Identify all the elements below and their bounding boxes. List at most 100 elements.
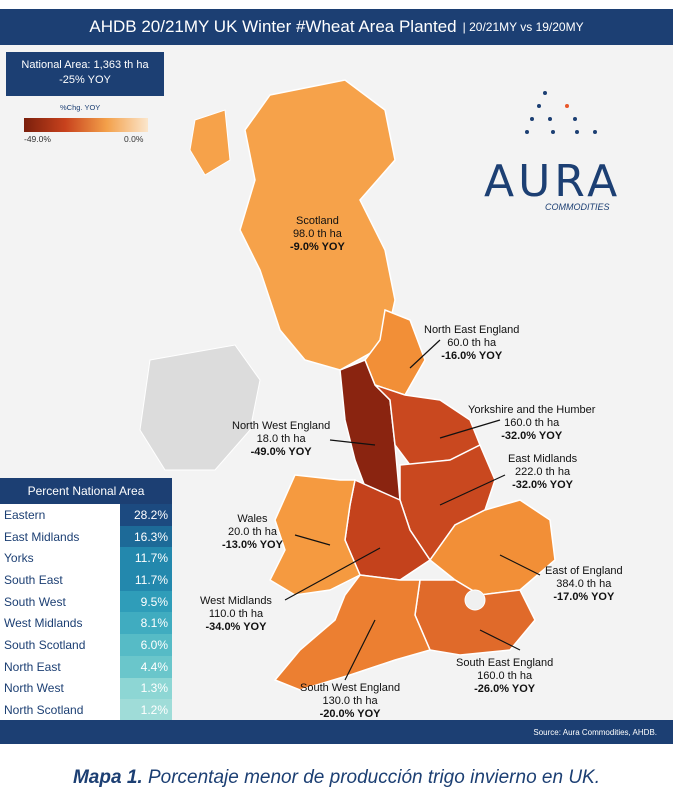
label-yoy: -32.0% YOY [501, 430, 563, 442]
label-wales: Wales 20.0 th ha -13.0% YOY [222, 513, 283, 552]
row-name: Eastern [4, 507, 46, 522]
row-pct: 16.3% [120, 525, 172, 548]
label-area: 18.0 th ha [256, 433, 306, 445]
label-west-midlands: West Midlands 110.0 th ha -34.0% YOY [200, 595, 272, 634]
table-row: Yorks 11.7% [0, 547, 172, 570]
row-pct: 1.3% [120, 677, 172, 700]
label-name: Wales [237, 513, 268, 525]
logo-sub: COMMODITIES [545, 202, 610, 212]
label-name: East of England [545, 565, 623, 577]
table-row: Eastern 28.2% [0, 504, 172, 526]
row-pct: 28.2% [120, 504, 172, 526]
table-title: Percent National Area [0, 478, 172, 504]
label-name: North East England [424, 324, 520, 336]
table-rows: Eastern 28.2% East Midlands 16.3% Yorks 11.… [0, 504, 172, 721]
label-yoy: -32.0% YOY [512, 479, 574, 491]
region-south-west-england [273, 574, 432, 691]
table-row: South Scotland 6.0% [0, 634, 172, 656]
label-yoy: -13.0% YOY [222, 539, 283, 551]
london-area [464, 589, 486, 611]
row-pct: 8.1% [120, 612, 172, 635]
row-pct: 1.2% [120, 699, 172, 721]
legend-title: %Chg. YOY [60, 103, 101, 112]
source-text: Source: Aura Commodities, AHDB. [533, 727, 657, 737]
label-south-east-england: South East England 160.0 th ha -26.0% YO… [456, 657, 553, 696]
row-pct: 4.4% [120, 655, 172, 678]
label-area: 130.0 th ha [322, 695, 378, 707]
table-row: South West 9.5% [0, 590, 172, 613]
source-bar: Source: Aura Commodities, AHDB. [0, 720, 673, 744]
label-yoy: -9.0% YOY [290, 241, 345, 253]
label-name: West Midlands [200, 595, 272, 607]
logo-dots-icon [525, 91, 597, 134]
label-east-of-england: East of England 384.0 th ha -17.0% YOY [545, 565, 623, 604]
label-name: South West England [300, 682, 401, 694]
row-pct: 9.5% [120, 590, 172, 613]
label-area: 60.0 th ha [447, 337, 497, 349]
table-row: North East 4.4% [0, 655, 172, 678]
table-row: East Midlands 16.3% [0, 525, 172, 548]
map-subtitle: | 20/21MY vs 19/20MY [462, 20, 584, 34]
row-name: North Scotland [4, 703, 84, 718]
label-yoy: -34.0% YOY [205, 621, 267, 633]
label-scotland: Scotland 98.0 th ha -9.0% YOY [290, 215, 345, 254]
map-title: AHDB 20/21MY UK Winter #Wheat Area Plant… [89, 17, 457, 36]
label-area: 20.0 th ha [228, 526, 277, 538]
label-name: South East England [456, 657, 554, 669]
row-name: South West [4, 594, 66, 609]
label-north-west-england: North West England 18.0 th ha -49.0% YOY [232, 420, 330, 459]
legend-color-bar [24, 118, 148, 132]
leader-lines [284, 339, 541, 681]
label-east-midlands: East Midlands 222.0 th ha -32.0% YOY [508, 453, 577, 492]
region-scotland [239, 79, 396, 371]
row-pct: 6.0% [120, 634, 172, 656]
label-yoy: -26.0% YOY [474, 683, 536, 695]
label-area: 160.0 th ha [477, 670, 533, 682]
label-name: North West England [232, 420, 331, 432]
region-wales [269, 474, 361, 596]
label-area: 110.0 th ha [208, 608, 264, 620]
national-area-line2: -25% YOY [59, 74, 111, 86]
legend-min-label: -49.0% [24, 134, 51, 144]
uk-map [139, 79, 556, 691]
row-name: South East [4, 572, 63, 587]
map-frame: AHDB 20/21MY UK Winter #Wheat Area Plant… [0, 9, 673, 744]
table-row: North West 1.3% [0, 677, 172, 700]
caption-label: Mapa 1. [72, 767, 143, 788]
label-yoy: -49.0% YOY [250, 446, 312, 458]
label-area: 160.0 th ha [504, 417, 560, 429]
label-area: 222.0 th ha [515, 466, 571, 478]
label-name: Yorkshire and the Humber [468, 404, 596, 416]
title-bar: AHDB 20/21MY UK Winter #Wheat Area Plant… [0, 9, 673, 45]
figure-caption: Mapa 1. Porcentaje menor de producción t… [0, 767, 673, 789]
label-yorkshire: Yorkshire and the Humber 160.0 th ha -32… [468, 404, 595, 443]
row-pct: 11.7% [120, 569, 172, 591]
row-name: North West [4, 681, 64, 696]
logo-name: AURA [484, 156, 622, 207]
row-name: West Midlands [4, 616, 83, 631]
row-name: East Midlands [4, 529, 80, 544]
label-yoy: -20.0% YOY [319, 708, 381, 720]
ireland-shape [139, 344, 261, 471]
table-row: North Scotland 1.2% [0, 699, 172, 721]
region-scotland-islands [189, 109, 231, 176]
label-north-east-england: North East England 60.0 th ha -16.0% YOY [424, 324, 519, 363]
row-name: North East [4, 659, 61, 674]
caption-text: Porcentaje menor de producción trigo inv… [142, 767, 600, 788]
label-yoy: -17.0% YOY [553, 591, 615, 603]
label-south-west-england: South West England 130.0 th ha -20.0% YO… [300, 682, 400, 721]
legend-max-label: 0.0% [124, 134, 144, 144]
row-name: Yorks [4, 551, 34, 566]
row-pct: 11.7% [120, 547, 172, 570]
label-yoy: -16.0% YOY [441, 350, 503, 362]
label-area: 384.0 th ha [556, 578, 612, 590]
percent-national-area-table: Percent National Area Eastern 28.2% East … [0, 478, 172, 721]
national-area-box: National Area: 1,363 th ha -25% YOY [6, 52, 164, 96]
row-name: South Scotland [4, 637, 86, 652]
label-area: 98.0 th ha [292, 228, 342, 240]
label-name: Scotland [296, 215, 339, 227]
national-area-line1: National Area: 1,363 th ha [21, 59, 149, 71]
table-row: South East 11.7% [0, 569, 172, 591]
table-row: West Midlands 8.1% [0, 612, 172, 635]
label-name: East Midlands [508, 453, 578, 465]
